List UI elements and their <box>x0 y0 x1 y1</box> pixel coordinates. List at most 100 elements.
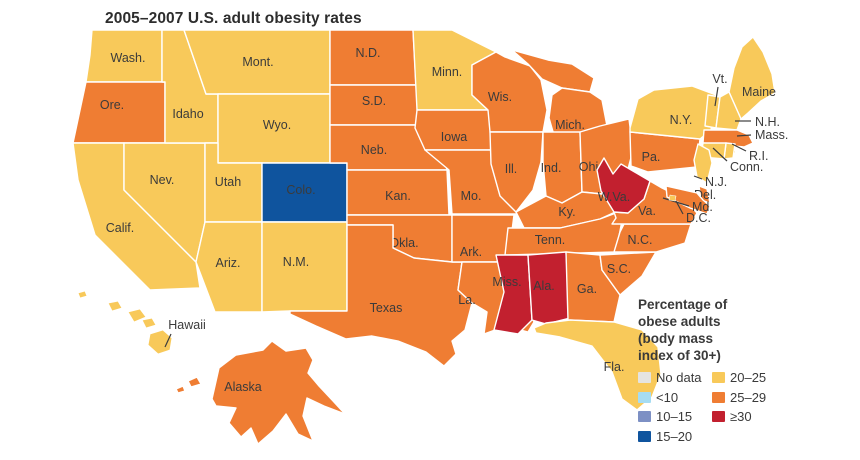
legend-item-label: 20–25 <box>730 370 767 386</box>
state-shape-hi <box>147 329 173 355</box>
state-label-nj: N.J. <box>705 175 727 189</box>
state-label-ks: Kan. <box>385 189 411 203</box>
legend-title: Percentage of obese adults (body mass index… <box>638 296 818 364</box>
legend-item: 10–15 <box>638 407 712 427</box>
state-label-sc: S.C. <box>607 262 631 276</box>
legend-title-line: (body mass <box>638 331 714 346</box>
state-label-az: Ariz. <box>216 256 241 270</box>
state-mt: Mont. <box>183 29 331 95</box>
state-ia: Iowa <box>414 109 498 151</box>
state-label-dc: D.C. <box>686 211 711 225</box>
state-label-ny: N.Y. <box>670 113 693 127</box>
state-label-ms: Miss. <box>492 275 521 289</box>
state-or: Ore. <box>72 81 166 144</box>
legend-column-2: 20–25 25–29 ≥30 <box>712 368 766 446</box>
legend-item-label: 25–29 <box>730 389 767 405</box>
state-label-al: Ala. <box>533 279 555 293</box>
leader-line-ri <box>731 143 747 152</box>
state-label-ri: R.I. <box>749 149 768 163</box>
state-label-id: Idaho <box>172 107 203 121</box>
state-wy: Wyo. <box>217 93 331 164</box>
legend-item: 25–29 <box>712 388 766 408</box>
state-nj: N.J. <box>693 143 727 189</box>
state-label-ak: Alaska <box>224 380 262 394</box>
legend-columns: No data <10 10–15 15–20 20–25 25–29 ≥30 <box>638 368 818 446</box>
state-shape-dc <box>668 194 677 202</box>
state-shape-hi <box>77 290 88 299</box>
state-label-wv: W.Va. <box>598 190 630 204</box>
state-ct: Conn. <box>700 142 763 174</box>
state-label-va: Va. <box>638 204 656 218</box>
state-shape-nh <box>715 91 742 131</box>
legend-item: 20–25 <box>712 368 766 388</box>
legend-swatch <box>638 372 651 384</box>
state-shape-hi <box>107 300 123 312</box>
leader-line-hi <box>164 333 172 348</box>
state-in: Ind. <box>541 131 583 204</box>
legend-item-label: No data <box>656 370 702 386</box>
state-ks: Kan. <box>346 169 450 216</box>
state-label-wa: Wash. <box>111 51 146 65</box>
leader-line-ct <box>712 147 728 162</box>
state-az: Ariz. <box>195 221 263 313</box>
leader-line-ma <box>736 134 752 137</box>
state-il: Ill. <box>489 131 544 213</box>
state-shape-fl <box>533 319 662 411</box>
state-label-vt: Vt. <box>712 72 727 86</box>
state-shape-hi <box>127 308 147 323</box>
legend-swatch <box>712 391 725 403</box>
state-shape-hi <box>141 317 157 329</box>
state-shape-nc <box>613 223 692 253</box>
legend-swatch <box>638 411 651 423</box>
leader-line-vt <box>714 86 719 107</box>
state-wi: Wis. <box>471 51 548 133</box>
state-label-ut: Utah <box>215 175 241 189</box>
state-label-sd: S.D. <box>362 94 386 108</box>
leader-line-nj <box>693 175 703 180</box>
state-shape-ak <box>187 376 202 388</box>
state-label-ia: Iowa <box>441 130 467 144</box>
state-label-co: Colo. <box>286 183 315 197</box>
state-label-nm: N.M. <box>283 255 309 269</box>
legend-item: ≥30 <box>712 407 766 427</box>
state-nd: N.D. <box>329 29 417 86</box>
state-nc: N.C. <box>613 223 692 253</box>
state-label-nc: N.C. <box>628 233 653 247</box>
state-label-la: La. <box>458 293 475 307</box>
state-label-tx: Texas <box>370 301 403 315</box>
legend: Percentage of obese adults (body mass index… <box>638 296 818 446</box>
legend-item-label: 15–20 <box>656 428 693 444</box>
legend-swatch <box>712 411 725 423</box>
state-nm: N.M. <box>261 221 348 313</box>
state-label-tn: Tenn. <box>535 233 566 247</box>
state-label-ok: Okla. <box>389 236 418 250</box>
state-label-mn: Minn. <box>432 65 463 79</box>
legend-item-label: 10–15 <box>656 409 693 425</box>
legend-item: 15–20 <box>638 427 712 447</box>
state-dc: D.C. <box>668 194 711 225</box>
state-label-il: Ill. <box>505 162 518 176</box>
state-wv: W.Va. <box>596 157 651 214</box>
state-label-fl: Fla. <box>604 360 625 374</box>
state-label-in: Ind. <box>541 161 562 175</box>
state-shape-or <box>72 81 166 144</box>
state-label-mi: Mich. <box>555 118 585 132</box>
state-ak: Alaska <box>175 340 346 445</box>
state-label-mo: Mo. <box>461 189 482 203</box>
state-ar: Ark. <box>451 214 515 263</box>
state-label-ky: Ky. <box>558 205 575 219</box>
state-shape-ak <box>211 340 346 445</box>
state-label-ca: Calif. <box>106 221 134 235</box>
state-label-nh: N.H. <box>755 115 780 129</box>
page-title: 2005–2007 U.S. adult obesity rates <box>105 10 362 27</box>
legend-item: No data <box>638 368 712 388</box>
legend-item-label: <10 <box>656 389 679 405</box>
state-label-wy: Wyo. <box>263 118 291 132</box>
state-label-me: Maine <box>742 85 776 99</box>
state-ri: R.I. <box>723 142 768 163</box>
legend-title-line: index of 30+) <box>638 348 721 363</box>
state-label-ga: Ga. <box>577 282 597 296</box>
state-label-ar: Ark. <box>460 245 482 259</box>
